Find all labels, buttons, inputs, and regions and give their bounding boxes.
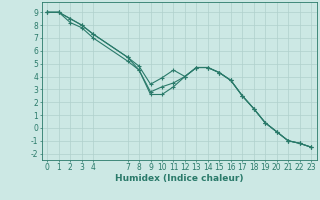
X-axis label: Humidex (Indice chaleur): Humidex (Indice chaleur) — [115, 174, 244, 183]
